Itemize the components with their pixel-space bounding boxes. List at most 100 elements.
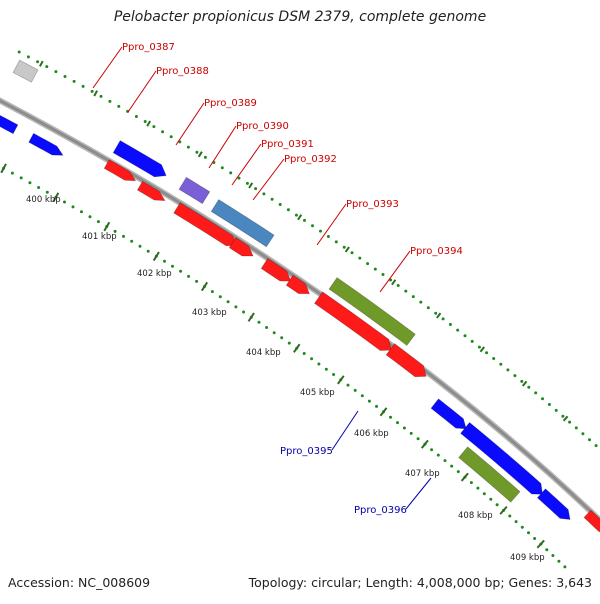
outer-dot-track <box>477 345 481 349</box>
gene-label[interactable]: Ppro_0389 <box>204 98 257 109</box>
gene-red[interactable] <box>583 509 600 533</box>
scale-label: 407 kbp <box>405 469 440 479</box>
inner-dot-track <box>122 234 125 238</box>
outer-dot-track <box>169 135 173 139</box>
inner-dot-track <box>450 464 454 468</box>
inner-dot-track <box>436 453 440 457</box>
label-leader <box>316 203 347 246</box>
inner-dot-track <box>557 559 561 563</box>
gene-ppro-0394[interactable] <box>385 343 427 378</box>
outer-dot-track <box>350 251 354 255</box>
scale-tick <box>499 505 508 515</box>
label-leader <box>331 410 359 451</box>
scale-tick <box>39 60 44 67</box>
scale-tick <box>562 415 569 422</box>
outer-dot-track <box>574 426 578 430</box>
gene-label[interactable]: Ppro_0390 <box>236 121 289 132</box>
gene-red[interactable] <box>260 257 292 282</box>
inner-dot-track <box>272 331 276 335</box>
gene-ppro-0393[interactable] <box>328 277 416 346</box>
gene-ppro-0395[interactable] <box>460 421 543 495</box>
outer-dot-track <box>278 203 282 206</box>
scale-tick <box>247 312 255 322</box>
gene-blue[interactable] <box>0 114 19 135</box>
outer-dot-track <box>366 262 370 266</box>
outer-dot-track <box>319 229 322 233</box>
outer-dot-track <box>26 55 30 59</box>
outer-dot-track <box>17 50 21 54</box>
outer-dot-track <box>54 70 58 74</box>
label-leader <box>208 125 237 169</box>
outer-dot-track <box>270 197 274 201</box>
gene-label[interactable]: Ppro_0396 <box>354 505 407 516</box>
gene-label[interactable]: Ppro_0392 <box>284 154 337 165</box>
gene-ppro-0388[interactable] <box>178 176 211 205</box>
inner-dot-track <box>88 215 92 219</box>
outer-dot-track <box>499 362 503 366</box>
gene-label[interactable]: Ppro_0395 <box>280 446 333 457</box>
gene-label[interactable]: Ppro_0394 <box>410 246 463 257</box>
outer-dot-track <box>506 368 510 372</box>
gene-red[interactable] <box>136 180 166 202</box>
inner-dot-track <box>287 341 291 345</box>
outer-dot-track <box>513 374 517 378</box>
gene-ppro-0396[interactable] <box>458 446 521 503</box>
outer-dot-track <box>485 351 489 355</box>
outer-dot-track <box>161 130 165 134</box>
outer-dot-track <box>492 357 496 360</box>
outer-dot-track <box>229 171 233 175</box>
gene-blue[interactable] <box>28 132 64 156</box>
outer-dot-track <box>286 208 290 212</box>
inner-dot-track <box>409 431 413 435</box>
outer-dot-track <box>90 89 94 93</box>
label-leader <box>92 46 123 89</box>
gene-ppro-0389[interactable] <box>210 199 275 248</box>
scale-tick <box>197 151 203 158</box>
gene-red[interactable] <box>103 159 137 182</box>
gene-blue[interactable] <box>430 398 467 430</box>
gene-label[interactable]: Ppro_0388 <box>156 66 209 77</box>
inner-dot-track <box>163 259 166 263</box>
scale-tick <box>379 407 388 417</box>
inner-dot-track <box>179 269 183 273</box>
gene-label[interactable]: Ppro_0393 <box>346 199 399 210</box>
gene-ppro-0387[interactable] <box>112 140 167 178</box>
outer-dot-track <box>117 104 121 108</box>
outer-dot-track <box>245 181 249 185</box>
scale-label: 402 kbp <box>137 269 172 279</box>
inner-dot-track <box>19 176 23 180</box>
inner-dot-track <box>234 305 238 309</box>
inner-dot-track <box>533 537 537 540</box>
scale-tick <box>344 246 350 253</box>
gene-ppro-0392[interactable] <box>285 274 311 295</box>
gene-red[interactable] <box>313 291 393 351</box>
gene-blue[interactable] <box>536 488 571 520</box>
label-leader <box>252 158 285 201</box>
inner-dot-track <box>482 492 486 496</box>
outer-dot-track <box>541 397 544 401</box>
label-leader <box>175 102 205 146</box>
outer-dot-track <box>463 334 467 338</box>
gene-label[interactable]: Ppro_0391 <box>261 139 314 150</box>
inner-dot-track <box>80 210 83 214</box>
inner-dot-track <box>402 426 406 430</box>
inner-dot-track <box>113 229 117 233</box>
inner-dot-track <box>257 320 261 324</box>
gene-gray[interactable] <box>12 59 39 83</box>
outer-dot-track <box>419 300 423 304</box>
inner-dot-track <box>317 362 321 366</box>
outer-dot-track <box>311 224 314 228</box>
outer-dot-track <box>134 115 138 118</box>
inner-dot-track <box>375 404 378 408</box>
outer-dot-track <box>594 444 598 448</box>
gene-label[interactable]: Ppro_0387 <box>122 42 175 53</box>
inner-dot-track <box>210 290 214 294</box>
scale-label: 401 kbp <box>82 232 117 242</box>
inner-dot-track <box>45 190 49 194</box>
inner-dot-track <box>187 274 191 278</box>
inner-dot-track <box>332 373 336 376</box>
inner-dot-track <box>302 352 306 355</box>
outer-dot-track <box>326 235 330 238</box>
gene-ppro-0391[interactable] <box>228 237 254 257</box>
